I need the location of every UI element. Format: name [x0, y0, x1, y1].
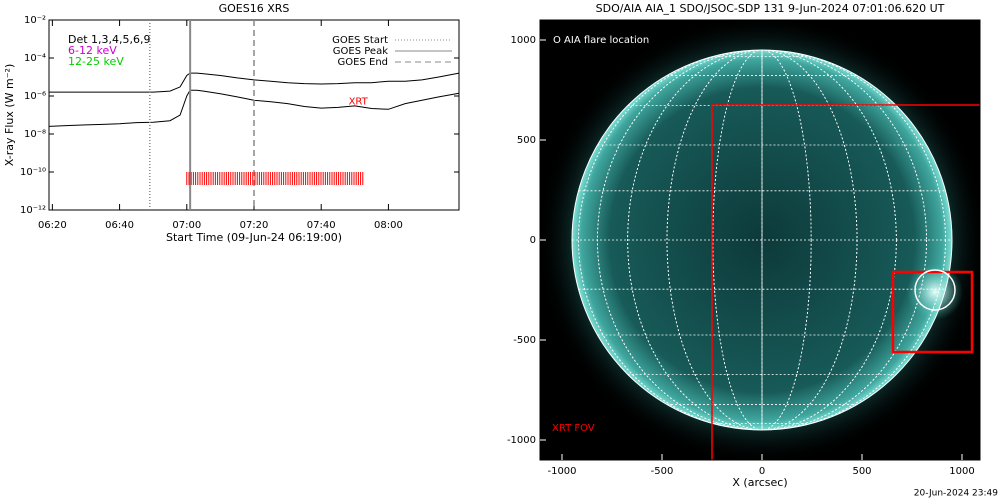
y-tick-label: -500 [513, 335, 536, 346]
sun-image [537, 15, 992, 465]
y-tick-label: 0 [530, 235, 536, 246]
y-tick-label: 1000 [511, 35, 536, 46]
x-tick-label: 1000 [949, 466, 974, 477]
x-tick-label: -500 [651, 466, 674, 477]
y-tick-label: 500 [517, 135, 536, 146]
y-tick-label: 10⁻¹⁰ [20, 167, 46, 178]
x-tick-label: 08:00 [374, 220, 403, 231]
x-tick-label: 500 [852, 466, 871, 477]
chart-title: GOES16 XRS [219, 2, 290, 15]
legend-label: GOES Peak [333, 46, 388, 57]
x-tick-label: 07:20 [240, 220, 269, 231]
x-axis-label: Start Time (09-Jun-24 06:19:00) [166, 231, 342, 244]
xrt-observations [187, 172, 363, 185]
x-tick-label: 06:40 [105, 220, 134, 231]
y-tick-label: -1000 [507, 435, 536, 446]
x-tick-label: 07:40 [307, 220, 336, 231]
x-tick-label: -1000 [547, 466, 576, 477]
y-tick-label: 10⁻⁴ [24, 53, 46, 64]
x-tick-label: 0 [759, 466, 765, 477]
footer: 20-Jun-2024 23:49 [914, 489, 998, 499]
legend-text: 12-25 keV [68, 55, 124, 68]
annotation: XRT FOV [552, 423, 595, 434]
y-axis-label: X-ray Flux (W m⁻²) [3, 64, 16, 166]
annotation: O AIA flare location [553, 35, 649, 46]
y-tick-label: 10⁻² [24, 15, 46, 26]
legend-label: GOES Start [332, 35, 388, 46]
legend-label: GOES End [338, 57, 388, 68]
x-tick-label: 06:20 [38, 220, 67, 231]
y-tick-label: 10⁻¹² [20, 205, 46, 216]
x-tick-label: 07:00 [172, 220, 201, 231]
annotation: XRT [349, 97, 369, 108]
x-axis-label: X (arcsec) [732, 476, 787, 489]
chart-title: SDO/AIA AIA_1 SDO/JSOC-SDP 131 9-Jun-202… [596, 2, 945, 15]
y-tick-label: 10⁻⁸ [24, 129, 46, 140]
y-tick-label: 10⁻⁶ [24, 91, 46, 102]
